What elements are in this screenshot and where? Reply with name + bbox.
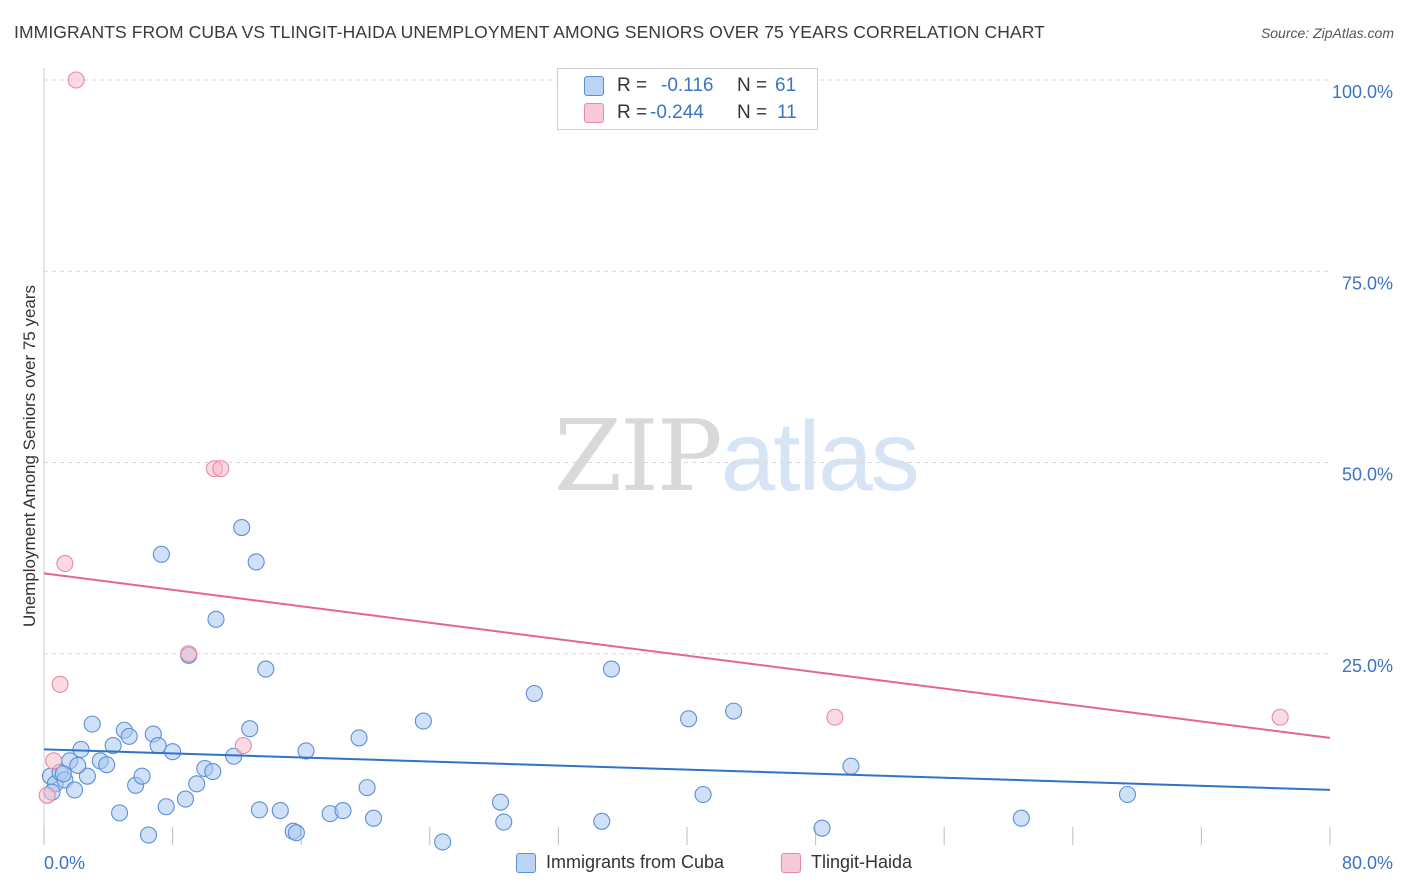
legend-item-tlingit: Tlingit-Haida: [781, 852, 912, 873]
cuba-legend-label: Immigrants from Cuba: [546, 852, 725, 872]
series-legend: Immigrants from Cuba Tlingit-Haida: [0, 852, 1406, 878]
cuba-point: [120, 727, 138, 745]
cuba-point: [104, 736, 122, 755]
n-value: 61: [775, 75, 797, 96]
zipatlas-watermark: ZIPatlas: [554, 400, 920, 514]
cuba-point: [233, 518, 251, 537]
cuba-point: [78, 767, 96, 785]
tlingit-point: [826, 708, 844, 726]
cuba-point: [287, 824, 305, 842]
legend-row-cuba: R = -0.116 N = 61: [558, 73, 817, 99]
cuba-point: [207, 610, 225, 628]
cuba-point: [69, 756, 87, 774]
cuba-point: [133, 767, 151, 785]
tlingit-point: [234, 736, 252, 755]
cuba-point: [842, 757, 860, 775]
cuba-point: [247, 553, 265, 571]
r-label: R =: [617, 75, 648, 96]
tlingit-swatch: [584, 103, 604, 123]
cuba-point: [434, 833, 452, 851]
cuba-point: [111, 804, 129, 822]
tlingit-legend-swatch: [781, 852, 801, 873]
cuba-point: [204, 763, 222, 781]
cuba-point: [83, 715, 101, 733]
cuba-point: [157, 798, 175, 816]
n-label: N =: [737, 102, 768, 123]
cuba-point: [188, 775, 206, 793]
source-credit: Source: ZipAtlas.com: [1260, 25, 1394, 41]
chart-title: IMMIGRANTS FROM CUBA VS TLINGIT-HAIDA UN…: [14, 22, 1045, 42]
cuba-point: [358, 779, 376, 797]
grid-lines: [44, 79, 1330, 655]
tlingit-point: [180, 645, 198, 663]
cuba-trend-line: [43, 748, 1331, 791]
watermark-atlas: atlas: [720, 401, 920, 511]
cuba-point: [1118, 785, 1137, 804]
tlingit-point: [67, 71, 85, 89]
cuba-point: [680, 710, 698, 728]
y-tick-label: 75.0%: [1342, 273, 1393, 293]
cuba-point: [65, 781, 84, 799]
tlingit-trend-line: [43, 572, 1331, 739]
cuba-point: [271, 802, 289, 820]
cuba-legend-swatch: [516, 852, 536, 873]
tlingit-point: [51, 675, 69, 693]
y-tick-label: 50.0%: [1342, 465, 1393, 485]
r-value: -0.244: [650, 102, 704, 123]
cuba-point: [602, 660, 620, 678]
tlingit-point: [56, 554, 74, 573]
cuba-point: [350, 729, 368, 747]
cuba-point: [725, 702, 743, 720]
series-cuba-points: [41, 518, 1137, 851]
tlingit-legend-label: Tlingit-Haida: [811, 852, 913, 872]
r-label: R =: [617, 102, 648, 123]
cuba-point: [525, 684, 543, 703]
trend-lines: [43, 572, 1331, 791]
cuba-point: [139, 826, 158, 844]
cuba-point: [364, 809, 383, 827]
cuba-point: [495, 813, 513, 831]
cuba-swatch: [584, 76, 604, 96]
tlingit-point: [1271, 708, 1289, 726]
series-tlingit-points: [38, 71, 1289, 804]
cuba-point: [152, 545, 170, 563]
cuba-point: [334, 802, 352, 820]
cuba-point: [54, 765, 72, 783]
tick-labels: 25.0% 50.0% 75.0% 100.0% 0.0% 80.0%: [44, 82, 1393, 873]
cuba-point: [257, 660, 275, 678]
cuba-point: [250, 801, 268, 819]
x-tick-label: 80.0%: [1342, 853, 1393, 873]
r-value: -0.116: [661, 75, 714, 96]
cuba-point: [241, 720, 259, 738]
cuba-point: [1012, 809, 1030, 827]
tlingit-point: [212, 460, 230, 478]
tlingit-point: [38, 786, 56, 804]
legend-row-tlingit: R = -0.244 N = 11: [558, 100, 817, 126]
tlingit-point: [45, 752, 63, 770]
cuba-point: [414, 712, 432, 730]
axes: [43, 68, 1331, 845]
cuba-point: [813, 819, 831, 837]
n-label: N =: [737, 75, 768, 96]
cuba-point: [491, 793, 510, 811]
y-tick-label: 100.0%: [1332, 82, 1393, 102]
x-tick-label: 0.0%: [44, 853, 85, 873]
cuba-point: [98, 756, 116, 774]
cuba-point: [694, 785, 712, 804]
y-tick-label: 25.0%: [1342, 656, 1393, 676]
cuba-point: [297, 742, 315, 760]
correlation-legend: R = -0.116 N = 61 R = -0.244 N = 11: [557, 68, 818, 130]
watermark-zip: ZIP: [554, 400, 723, 514]
n-value: 11: [777, 102, 797, 123]
cuba-point: [164, 743, 182, 761]
cuba-point: [149, 736, 167, 755]
legend-item-cuba: Immigrants from Cuba: [516, 852, 724, 873]
cuba-point: [176, 790, 195, 808]
cuba-point: [593, 812, 611, 830]
